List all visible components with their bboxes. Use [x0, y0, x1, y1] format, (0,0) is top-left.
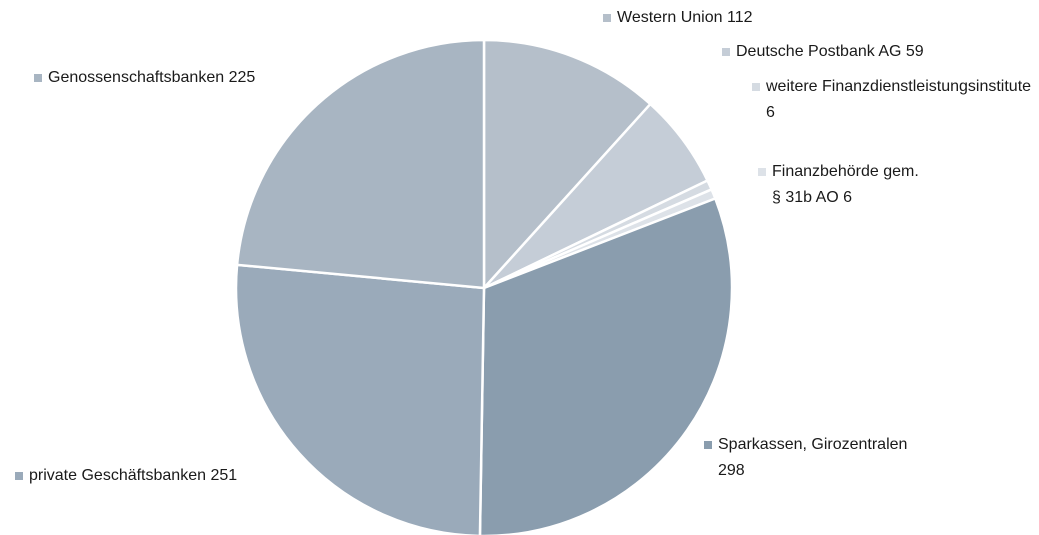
legend-label: weitere Finanzdienstleistungsinstitute 6: [752, 74, 1036, 126]
label-name: Sparkassen, Girozentralen: [718, 436, 908, 453]
label-value: 6: [766, 104, 775, 121]
label-text: weitere Finanzdienstleistungsinstitute 6: [766, 74, 1036, 126]
label-value: 112: [726, 9, 753, 26]
legend-label: Genossenschaftsbanken 225: [34, 65, 448, 91]
legend-marker: [752, 83, 760, 91]
label-text: Deutsche Postbank AG 59: [736, 39, 1036, 65]
pie-slice: [482, 38, 653, 292]
legend-label: Sparkassen, Girozentralen 298: [704, 432, 928, 484]
legend-marker: [603, 14, 611, 22]
label-name: Deutsche Postbank AG: [736, 43, 902, 60]
label-value: 6: [843, 189, 853, 206]
legend-label: Finanzbehörde gem. § 31b AO 6: [758, 159, 927, 211]
pie-slice: [235, 38, 486, 290]
legend-marker: [704, 441, 712, 449]
label-name: weitere Finanzdienstleistungsinstitute: [766, 78, 1032, 95]
label-value: 225: [228, 69, 256, 86]
label-text: Finanzbehörde gem. § 31b AO 6: [772, 159, 927, 211]
legend-label: private Geschäftsbanken 251: [15, 463, 429, 489]
label-text: Genossenschaftsbanken 225: [48, 65, 448, 91]
label-value: 59: [905, 43, 924, 60]
label-text: private Geschäftsbanken 251: [29, 463, 429, 489]
legend-marker: [15, 472, 23, 480]
label-value: 251: [210, 467, 238, 484]
legend-label: Western Union 112: [603, 5, 1017, 31]
pie-slice: [234, 263, 486, 535]
legend-marker: [758, 168, 766, 176]
label-name: Finanzbehörde gem. § 31b AO: [772, 163, 919, 206]
legend-marker: [722, 48, 730, 56]
pie-slice: [478, 196, 734, 535]
label-value: 298: [718, 462, 745, 479]
label-name: Genossenschaftsbanken: [48, 69, 225, 86]
label-name: private Geschäftsbanken: [29, 467, 206, 484]
label-text: Western Union 112: [617, 5, 1017, 31]
legend-label: Deutsche Postbank AG 59: [722, 39, 1036, 65]
legend-marker: [34, 74, 42, 82]
label-text: Sparkassen, Girozentralen 298: [718, 432, 928, 484]
label-name: Western Union: [617, 9, 723, 26]
